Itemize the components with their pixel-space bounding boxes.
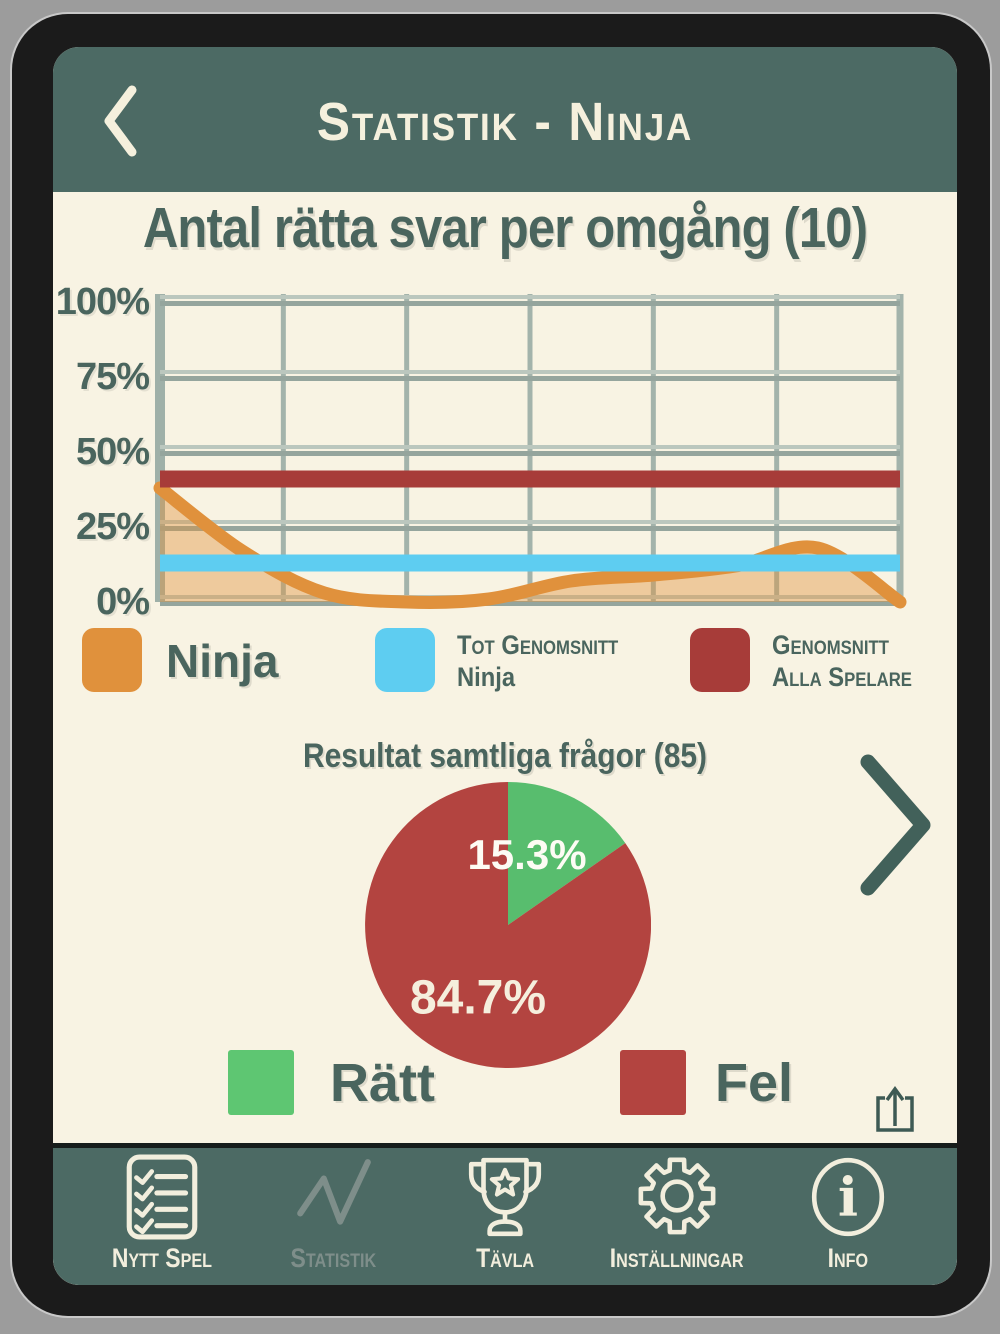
nav-label: Info [827,1243,869,1273]
legend-swatch-genomsnitt-alla [690,628,750,692]
page-title: Statistik - Ninja [316,92,694,152]
share-icon [876,1086,914,1132]
nav-item-statistik[interactable]: Statistik [251,1154,417,1274]
y-axis-tick: 75% [75,356,150,398]
legend-label-ninja: Ninja [166,635,279,687]
pie-value-ratt: 15.3% [467,831,587,878]
legend-swatch-ratt [228,1050,294,1115]
checklist-icon [126,1154,198,1240]
svg-text:i: i [838,1165,858,1228]
tablet-frame: Statistik - Ninja Antal rätta svar per o… [12,14,990,1316]
legend-label-line2: Ninja [457,662,516,692]
pie-svg [365,782,651,1068]
line-plot [153,294,907,609]
line-chart-title: Antal rätta svar per omgång (10) [142,196,868,260]
legend-label-line1: Tot Genomsnitt [457,630,619,660]
next-page-button[interactable] [859,753,933,897]
chevron-right-icon [860,754,931,896]
nav-item-info[interactable]: i Info [765,1154,931,1274]
line-chart-icon [296,1159,371,1225]
legend-swatch-fel [620,1050,686,1115]
nav-label: Tävla [476,1243,534,1273]
legend-label-genomsnitt-alla: Genomsnitt Alla Spelare [772,629,912,693]
pie-chart: 15.3% 84.7% [365,782,651,1068]
nav-label: Nytt Spel [111,1243,213,1273]
trophy-icon [468,1157,542,1237]
pie-value-fel: 84.7% [409,971,547,1025]
y-axis-tick: 0% [96,581,150,623]
share-button[interactable] [873,1085,917,1135]
legend-label-tot-genomsnitt: Tot Genomsnitt Ninja [457,629,618,693]
nav-label: Inställningar [609,1243,744,1273]
pie-chart-title: Resultat samtliga frågor (85) [302,737,708,775]
app-screen: Statistik - Ninja Antal rätta svar per o… [53,47,957,1285]
legend-swatch-tot-genomsnitt [375,628,435,692]
y-axis-tick: 25% [75,506,150,548]
legend-label-line1: Genomsnitt [772,630,889,660]
info-icon: i [811,1157,885,1237]
nav-item-nytt-spel[interactable]: Nytt Spel [79,1154,245,1274]
legend-swatch-ninja [82,628,142,692]
bottom-nav: Nytt Spel Statistik [53,1143,957,1285]
gear-icon [638,1157,715,1235]
nav-label: Statistik [290,1243,377,1273]
y-axis-tick: 50% [75,431,150,473]
legend-label-fel: Fel [715,1053,794,1113]
chevron-left-icon [104,85,137,157]
y-axis-tick: 100% [55,281,150,323]
header: Statistik - Ninja [53,47,957,192]
legend-label-ratt: Rätt [330,1053,435,1113]
legend-label-line2: Alla Spelare [772,662,912,692]
nav-item-installningar[interactable]: Inställningar [594,1154,760,1274]
back-button[interactable] [101,85,139,157]
nav-item-tavla[interactable]: Tävla [422,1154,588,1274]
